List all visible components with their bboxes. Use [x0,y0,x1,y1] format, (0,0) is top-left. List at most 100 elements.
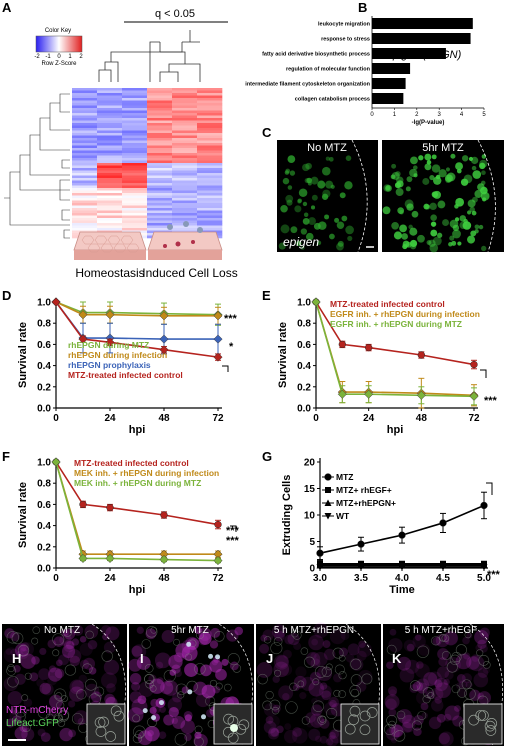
cell-dot [297,199,302,204]
cell-outline [56,701,65,710]
cell-signal [68,729,77,738]
cell-outline [257,673,268,685]
heatmap-cell [122,173,148,176]
cell-signal [309,671,321,683]
data-point [324,513,332,520]
heatmap-cell [122,165,148,169]
heatmap-cell [122,203,148,206]
heatmap-cell [97,210,123,214]
cell-signal [311,638,319,646]
cell-signal [221,658,229,666]
heatmap-cell [197,203,223,206]
heatmap-cell [147,223,173,226]
cell-outline [417,711,427,720]
y-axis-label: Extruding Cells [281,475,293,556]
heatmap-cell [197,188,223,191]
x-tick-label: 24 [104,573,116,584]
cell-dot [448,242,453,247]
cell-outline [37,706,51,719]
cell-signal [273,654,290,670]
cell-dot [409,239,418,248]
heatmap-cell [197,155,223,159]
y-tick-label: 0.8 [297,319,311,330]
cell-signal [323,648,336,661]
data-point [213,334,223,344]
heatmap-cell [122,135,148,139]
heatmap-cell [147,123,173,126]
bar-label: intermediate filament cytoskeleton organ… [245,82,370,88]
heatmap-cell [97,198,123,201]
cell-dot [396,176,404,185]
data-point [398,531,406,539]
cell-outline [321,666,332,677]
heatmap-cell [97,130,123,134]
cell-dot [280,224,290,234]
heatmap-cell [72,210,98,214]
cell-signal [329,729,340,739]
x-tick-label: 24 [104,413,116,424]
cell-signal [159,706,166,713]
heatmap-cell [122,143,148,146]
cell-signal [329,628,346,645]
cell-signal [69,655,81,667]
inset-cell [485,725,497,736]
cell-signal [41,683,54,696]
cell-outline [265,690,274,700]
heatmap-cell [122,158,148,161]
cell-signal [435,682,452,699]
cell-signal [158,731,167,740]
cell-signal [79,636,87,643]
cell-dot [317,180,326,189]
row-dendrogram [4,93,70,239]
heatmap-cell [72,130,98,134]
heatmap-cell [72,195,98,199]
heatmap-cell [147,153,173,156]
cell-dot [437,200,446,209]
heatmap-cell [72,125,98,129]
cell-signal [287,632,300,646]
panel-label-i: I [140,651,144,666]
heatmap-cell [97,195,123,199]
cell-signal [138,681,154,698]
heatmap-cell [122,200,148,204]
cell-signal [437,666,450,679]
panel-label-k: K [392,651,402,666]
cell-dot [289,170,296,176]
heatmap-cell [147,113,173,116]
cell-outline [53,688,67,701]
cell-signal [313,652,328,667]
cell-dot [468,156,474,162]
heatmap-cell [197,145,223,149]
heatmap-cell [97,125,123,129]
cell-outline [63,627,72,637]
heatmap-cell [97,158,123,161]
cell-signal [412,681,423,692]
heatmap-cell [97,95,123,99]
panel-label-e: E [262,288,271,303]
cell-signal [443,631,458,646]
tissue-edge-line [351,139,368,253]
heatmap-cell [197,228,223,231]
cell-dot [429,175,435,181]
heatmap-cell [72,98,98,101]
inset-box [463,703,503,745]
cell-dot [472,196,478,203]
cell-dot [437,232,443,238]
inset-cell [113,710,125,722]
heatmap-cell [172,155,198,159]
cell-signal [356,650,367,661]
cell-signal [388,638,403,653]
data-point [105,553,115,564]
key-tick: 2 [79,54,83,60]
heatmap-cell [197,180,223,184]
cell-signal [438,732,450,745]
heatmap-cell [97,143,123,146]
cell-dot [285,194,294,203]
heatmap-cell [197,215,223,219]
cell-signal [477,639,487,650]
heatmap-cell [122,108,148,111]
bar [372,18,473,29]
heatmap-cell [97,110,123,114]
cell-signal [163,714,175,726]
heatmap-cell [197,110,223,114]
